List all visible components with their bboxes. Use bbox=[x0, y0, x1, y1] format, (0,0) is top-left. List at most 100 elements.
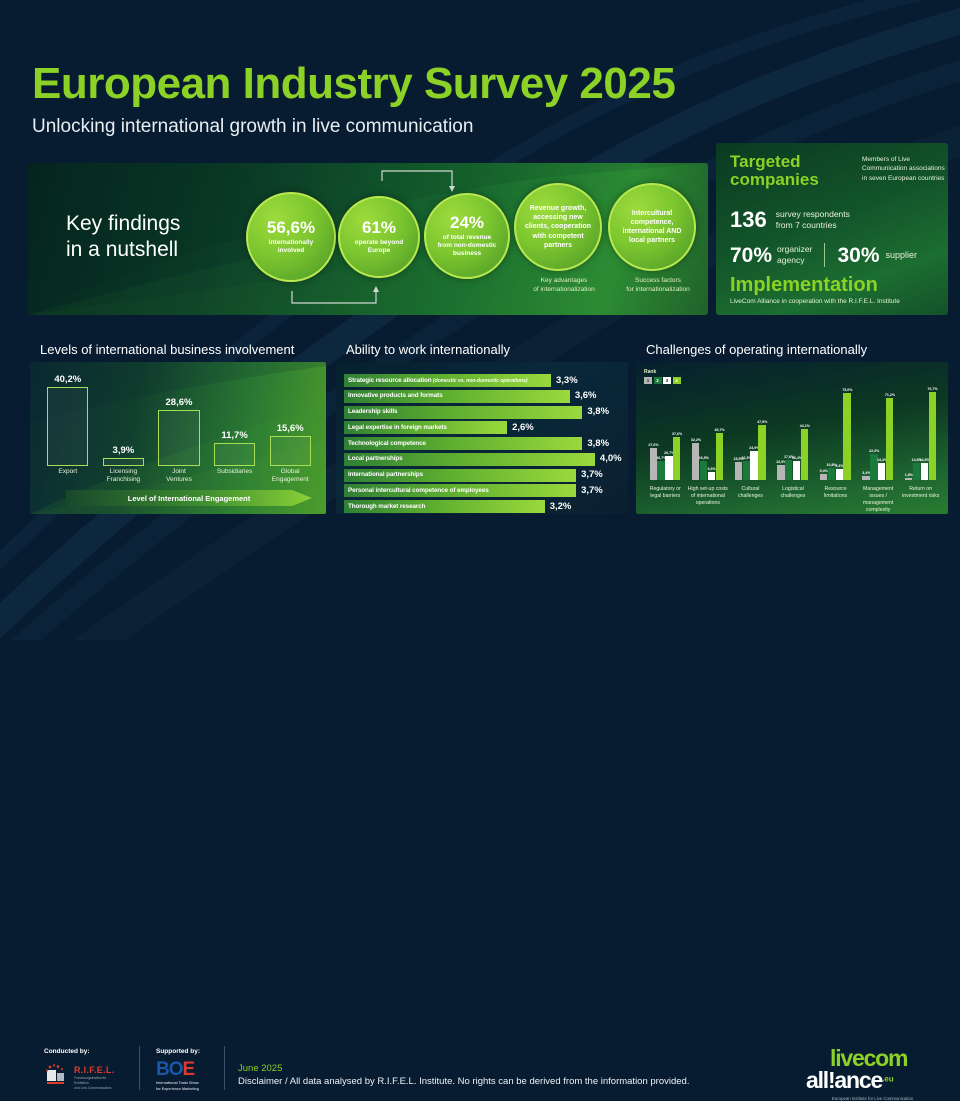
alliance-wordmark: all!ance bbox=[806, 1066, 883, 1093]
chart2-bar-value: 2,6% bbox=[512, 421, 534, 433]
chart2-category-label: Innovative products and formats bbox=[348, 392, 443, 400]
livecom-tagline: European Institute for Live Communicatio… bbox=[832, 1095, 914, 1101]
chart1-category-label: Licensing Franchising bbox=[106, 468, 141, 484]
chart3-bar-value: 15,5% bbox=[733, 457, 744, 462]
chart3-bar bbox=[843, 393, 851, 480]
chart3-bar-value: 22,3% bbox=[869, 449, 880, 454]
chart1-category-label: Export bbox=[58, 468, 78, 475]
supplier-percent: 30% bbox=[837, 243, 880, 267]
chart2-category-label: International partnerships bbox=[348, 471, 424, 479]
chart3-legend-key[interactable]: 2 bbox=[653, 376, 662, 384]
chart3-bar bbox=[827, 467, 835, 480]
chart2-bar-value: 3,8% bbox=[587, 437, 610, 449]
key-findings-circles: 56,6% Internationally involved 61% opera… bbox=[244, 163, 708, 315]
finding-2-value: 61% bbox=[361, 217, 397, 237]
chart3-legend-key[interactable]: 3 bbox=[663, 376, 671, 384]
chart3-bar-value: 27,6% bbox=[648, 443, 659, 448]
finding-5-text: Intercultural competence, international … bbox=[622, 209, 682, 245]
chart3-bar bbox=[692, 442, 700, 480]
chart2-row: Technological competence 3,8% bbox=[344, 437, 620, 451]
chart1-category-label: Joint Ventures bbox=[166, 468, 192, 484]
page-footer: Conducted by: Supported by: R.I.F.E.L. F… bbox=[0, 520, 960, 1101]
respondents-count: 136 bbox=[730, 207, 767, 233]
chart3-bar bbox=[673, 436, 681, 480]
chart2-bar-value: 3,7% bbox=[581, 484, 603, 496]
chart3-bar-value: 14,5% bbox=[919, 458, 930, 463]
chart3-bar-value: 37,6% bbox=[671, 431, 683, 436]
chart3-bar bbox=[904, 477, 913, 480]
chart3-bar bbox=[777, 464, 785, 480]
livecom-alliance-logo: livecom all!ance.eu European Institute f… bbox=[806, 1047, 946, 1101]
footer-date: June 2025 bbox=[238, 1063, 283, 1074]
chart2-bar bbox=[344, 374, 551, 387]
chart2-category-note: (domestic vs. non-domestic operations) bbox=[431, 377, 528, 384]
chart3-bar bbox=[742, 461, 750, 480]
chart3-category-label: Cultural challenges bbox=[738, 486, 763, 500]
chart3-bar bbox=[785, 459, 793, 480]
chart-ability-to-work-internationally: Strategic resource allocation (domestic … bbox=[336, 362, 628, 514]
key-findings-heading-line1: Key findings bbox=[66, 212, 181, 235]
chart3-category-label: Return on investment risks bbox=[902, 486, 940, 500]
key-findings-band: Key findings in a nutshell 56,6% Interna… bbox=[28, 163, 708, 315]
footer-divider-2 bbox=[224, 1046, 225, 1090]
chart3-bar bbox=[819, 473, 828, 480]
rifel-mark-icon bbox=[46, 1064, 64, 1084]
chart3-category-label: Resource limitations bbox=[824, 486, 848, 500]
chart3-bar-value: 32,2% bbox=[690, 437, 702, 442]
chart3-bar-value: 47,5% bbox=[757, 420, 768, 425]
chart3-bar-value: 16,3% bbox=[741, 456, 752, 461]
chart3-bar bbox=[715, 433, 723, 480]
chart3-bar-value: 20,7% bbox=[664, 451, 675, 456]
chart3-legend-key[interactable]: 4 bbox=[672, 376, 681, 384]
chart3-bar-value: 24,9% bbox=[749, 446, 760, 451]
chart3-bar-value: 13,3% bbox=[776, 459, 787, 464]
chart2-category-label: Legal expertise in foreign markets bbox=[348, 423, 447, 431]
chart3-bar-value: 40,7% bbox=[714, 428, 725, 433]
targeted-companies-note: Members of Live Communication associatio… bbox=[862, 156, 945, 182]
key-findings-heading-line2: in a nutshell bbox=[66, 237, 179, 261]
chart-levels-of-involvement: 40,2% 3,9% 28,6% 11,7% 15,6% Level of Intern… bbox=[30, 362, 326, 514]
finding-circle-3: 24% of total revenue from non-domestic b… bbox=[424, 193, 510, 279]
chart3-category-label: High set-up costs of international opera… bbox=[687, 486, 728, 507]
chart3-bar bbox=[699, 461, 708, 480]
finding-5-subcaption: Success factors for internationalization bbox=[626, 277, 690, 293]
finding-1-caption: Internationally involved bbox=[268, 238, 314, 254]
page-title: European Industry Survey 2025 bbox=[32, 59, 676, 108]
alliance-wordmark-row: all!ance.eu bbox=[806, 1066, 946, 1093]
chart3-bar bbox=[657, 460, 665, 480]
chart2-row: Leadership skills 3,8% bbox=[344, 405, 620, 420]
chart3-legend-key[interactable]: 1 bbox=[644, 376, 652, 384]
chart3-bar-value: 6,6% bbox=[707, 467, 716, 472]
chart2-row: Strategic resource allocation (domestic … bbox=[344, 374, 620, 388]
chart1-bar-value: 11,7% bbox=[221, 430, 248, 442]
chart2-bar bbox=[344, 389, 570, 403]
split-divider bbox=[824, 243, 826, 267]
chart2-rows: Strategic resource allocation (domestic … bbox=[344, 374, 622, 514]
chart3-bar bbox=[649, 448, 657, 480]
chart2-bar-value: 4,0% bbox=[599, 453, 622, 465]
chart3-category-label: Regulatory or legal barriers bbox=[649, 486, 681, 500]
chart1-bar bbox=[214, 443, 256, 466]
targeted-companies-title: Targeted companies bbox=[730, 152, 819, 190]
chart2-bar bbox=[344, 468, 577, 482]
finding-circle-1: 56,6% Internationally involved bbox=[246, 192, 336, 282]
chart3-bar-value: 14,5% bbox=[911, 458, 922, 463]
implementation-subtitle: LiveCom Alliance in cooperation with the… bbox=[730, 298, 900, 305]
chart3-bar-value: 16,4% bbox=[791, 456, 803, 461]
chart3-bar-value: 10,8% bbox=[826, 462, 837, 467]
chart2-bar bbox=[344, 421, 508, 435]
chart3-bar bbox=[886, 398, 894, 480]
chart2-bar bbox=[344, 500, 545, 514]
supported-by-label: Supported by: bbox=[156, 1048, 201, 1055]
targeted-companies-panel: Targeted companies Members of Live Commu… bbox=[716, 143, 948, 315]
rifel-wordmark: R.I.F.E.L. bbox=[74, 1065, 115, 1075]
chart2-row: Innovative products and formats 3,6% bbox=[344, 389, 620, 404]
chart3-legend-title: Rank bbox=[644, 369, 657, 375]
chart3-bar-value: 44,1% bbox=[799, 424, 810, 429]
chart1-title: Levels of international business involve… bbox=[40, 342, 295, 357]
chart3-bar-value: 1,8% bbox=[904, 472, 913, 477]
organizer-percent: 70% bbox=[730, 243, 773, 267]
chart3-bar bbox=[835, 469, 843, 480]
